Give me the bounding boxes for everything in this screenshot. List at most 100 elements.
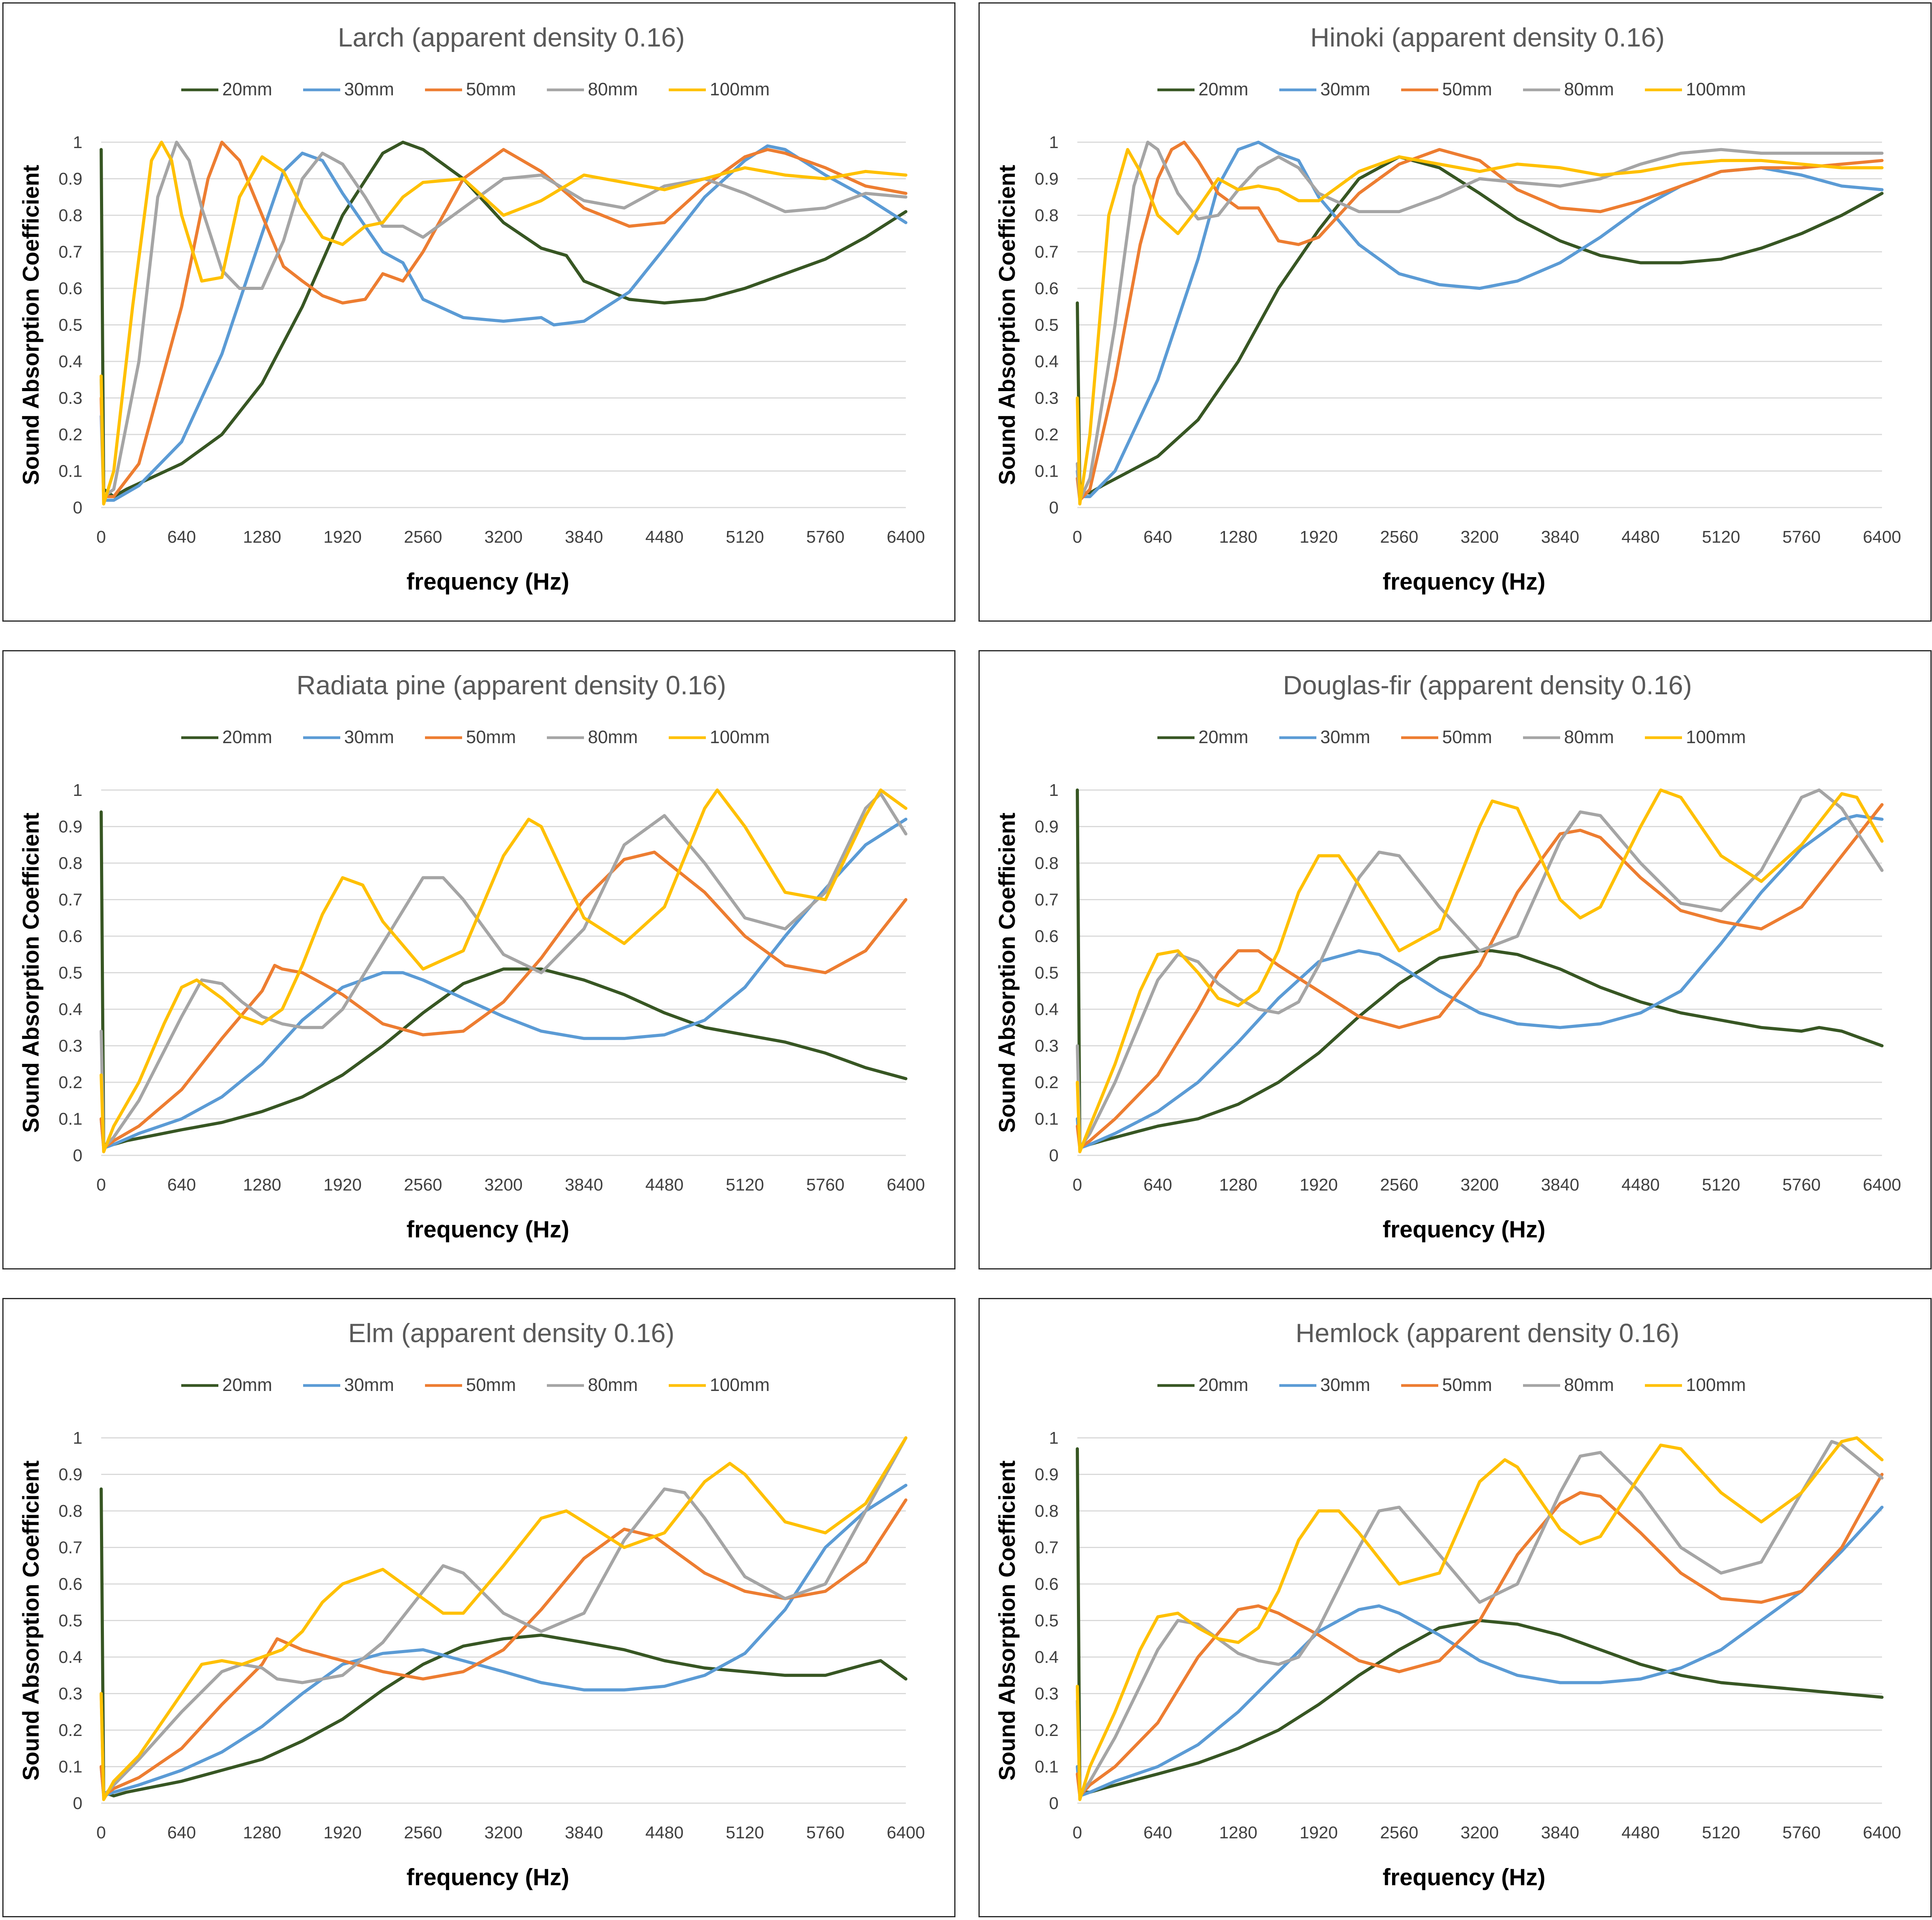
x-tick-label: 0 xyxy=(1073,1823,1082,1842)
y-tick-label: 1 xyxy=(73,781,82,800)
y-tick-label: 0.8 xyxy=(59,854,82,873)
y-tick-label: 0.8 xyxy=(59,206,82,225)
chart-panel-hemlock: Hemlock (apparent density 0.16) 20mm 30mm 5… xyxy=(978,1298,1932,1917)
y-tick-label: 0.9 xyxy=(1035,1465,1059,1484)
x-tick-label: 1920 xyxy=(323,1823,362,1842)
series-line-80mm xyxy=(100,1436,907,1798)
x-axis-title: frequency (Hz) xyxy=(407,1216,570,1242)
x-tick-label: 640 xyxy=(167,527,196,547)
x-tick-label: 5120 xyxy=(726,527,764,547)
legend-label-20mm: 20mm xyxy=(1198,79,1248,99)
series-line-50mm xyxy=(1076,141,1884,502)
x-tick-label: 3200 xyxy=(484,1175,523,1194)
y-tick-label: 0.4 xyxy=(59,1648,82,1667)
x-tick-label: 1920 xyxy=(1300,1823,1338,1842)
y-tick-label: 0.1 xyxy=(1035,1757,1059,1777)
series-line-50mm xyxy=(100,141,907,498)
x-tick-label: 3840 xyxy=(1541,1823,1579,1842)
legend: 20mm 30mm 50mm 80mm 100mm xyxy=(181,727,770,747)
y-tick-label: 0.5 xyxy=(59,1611,82,1630)
x-tick-label: 1920 xyxy=(323,1175,362,1194)
y-tick-label: 0.2 xyxy=(59,1721,82,1740)
series-line-30mm xyxy=(100,144,907,502)
legend-label-30mm: 30mm xyxy=(344,79,394,99)
legend: 20mm 30mm 50mm 80mm 100mm xyxy=(181,79,770,99)
legend-label-20mm: 20mm xyxy=(222,1375,272,1395)
series-line-20mm xyxy=(100,141,907,498)
y-tick-label: 0 xyxy=(73,1794,82,1813)
y-tick-label: 0.6 xyxy=(1035,927,1059,946)
y-tick-label: 0.2 xyxy=(1035,425,1059,444)
series-line-80mm xyxy=(100,792,907,1150)
x-tick-label: 3200 xyxy=(1461,1823,1499,1842)
x-tick-label: 5120 xyxy=(726,1823,764,1842)
y-tick-label: 0.1 xyxy=(1035,1110,1059,1129)
x-tick-label: 1920 xyxy=(1300,527,1338,547)
x-tick-label: 640 xyxy=(167,1823,196,1842)
chart-title: Elm (apparent density 0.16) xyxy=(348,1318,674,1348)
series-line-20mm xyxy=(100,1487,907,1798)
chart-panel-douglas-fir: Douglas-fir (apparent density 0.16) 20mm 3… xyxy=(978,650,1932,1269)
series-line-20mm xyxy=(1076,155,1884,495)
series-line-100mm xyxy=(1076,148,1884,506)
x-tick-label: 4480 xyxy=(645,527,684,547)
x-tick-label: 3840 xyxy=(1541,1175,1579,1194)
x-tick-label: 5760 xyxy=(1782,527,1821,547)
x-tick-label: 5120 xyxy=(726,1175,764,1194)
x-tick-label: 2560 xyxy=(404,1175,442,1194)
x-tick-label: 640 xyxy=(1143,527,1172,547)
y-tick-label: 1 xyxy=(1049,1428,1059,1448)
legend-label-100mm: 100mm xyxy=(710,79,770,99)
x-tick-label: 6400 xyxy=(1863,1823,1901,1842)
y-axis-title: Sound Absorption Coefficient xyxy=(18,1461,44,1781)
x-tick-label: 5120 xyxy=(1702,527,1740,547)
series-lines xyxy=(1076,788,1884,1153)
y-tick-label: 0.4 xyxy=(59,1000,82,1019)
legend-label-50mm: 50mm xyxy=(1442,727,1492,747)
series-line-100mm xyxy=(1076,788,1884,1153)
series-lines xyxy=(1076,141,1884,506)
y-tick-label: 0.5 xyxy=(1035,964,1059,983)
y-tick-label: 0.6 xyxy=(1035,1575,1059,1594)
x-tick-label: 5760 xyxy=(806,527,845,547)
y-tick-label: 0.9 xyxy=(1035,170,1059,189)
y-tick-label: 0.7 xyxy=(59,1538,82,1557)
y-tick-label: 1 xyxy=(73,1428,82,1448)
chart-svg: Douglas-fir (apparent density 0.16) 20mm 3… xyxy=(995,670,1901,1242)
x-tick-label: 3840 xyxy=(565,527,603,547)
series-line-100mm xyxy=(100,1436,907,1801)
y-tick-label: 0.7 xyxy=(59,890,82,910)
chart-title: Hinoki (apparent density 0.16) xyxy=(1310,23,1664,52)
y-tick-label: 0.6 xyxy=(59,1575,82,1594)
legend: 20mm 30mm 50mm 80mm 100mm xyxy=(1157,1375,1746,1395)
series-lines xyxy=(100,1436,907,1801)
chart-panel-larch: Larch (apparent density 0.16) 20mm 30mm 50m… xyxy=(2,2,955,622)
series-lines xyxy=(100,788,907,1153)
series-lines xyxy=(100,141,907,506)
y-tick-label: 0 xyxy=(73,498,82,517)
y-tick-label: 0.4 xyxy=(1035,1000,1059,1019)
y-axis-title: Sound Absorption Coefficient xyxy=(995,1461,1020,1781)
x-tick-label: 6400 xyxy=(887,527,925,547)
series-line-30mm xyxy=(100,817,907,1150)
series-lines xyxy=(1076,1436,1884,1801)
x-axis-title: frequency (Hz) xyxy=(1383,1864,1546,1890)
chart-title: Radiata pine (apparent density 0.16) xyxy=(296,670,726,700)
series-line-80mm xyxy=(1076,141,1884,502)
y-axis-title: Sound Absorption Coefficient xyxy=(995,813,1020,1133)
y-tick-label: 0.1 xyxy=(59,1110,82,1129)
y-tick-label: 0.9 xyxy=(59,817,82,837)
chart-svg: Elm (apparent density 0.16) 20mm 30mm 50mm 8… xyxy=(18,1318,925,1890)
y-tick-label: 0.3 xyxy=(59,1684,82,1704)
legend-label-100mm: 100mm xyxy=(1686,727,1746,747)
legend-label-30mm: 30mm xyxy=(344,727,394,747)
x-tick-label: 5120 xyxy=(1702,1823,1740,1842)
y-tick-label: 0.5 xyxy=(59,964,82,983)
x-tick-label: 1280 xyxy=(243,1823,281,1842)
y-tick-label: 0.3 xyxy=(1035,1037,1059,1056)
x-tick-label: 640 xyxy=(167,1175,196,1194)
y-tick-label: 0.7 xyxy=(1035,243,1059,262)
y-tick-label: 0.1 xyxy=(59,462,82,481)
x-tick-label: 1280 xyxy=(243,1175,281,1194)
y-tick-label: 0.4 xyxy=(1035,1648,1059,1667)
